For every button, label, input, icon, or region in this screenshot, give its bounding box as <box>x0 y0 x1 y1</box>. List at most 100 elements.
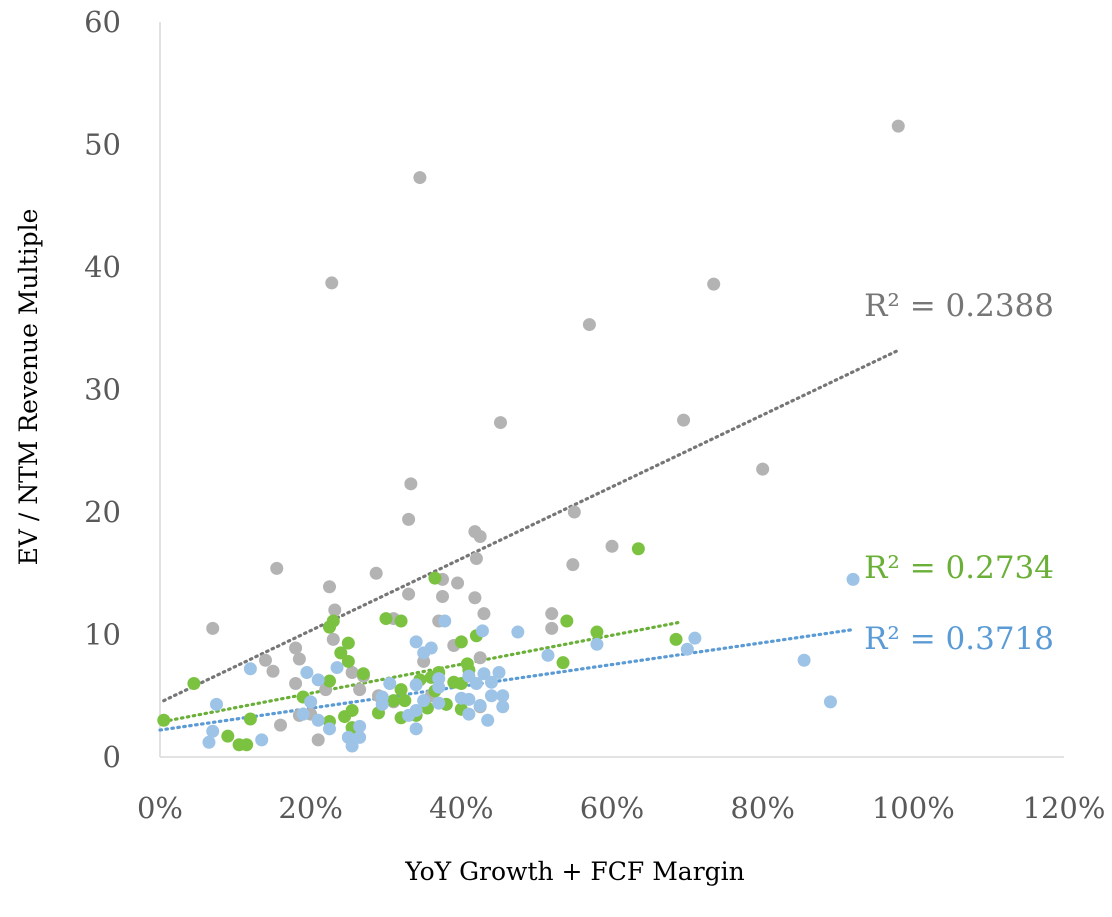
series-1-point <box>323 580 336 594</box>
series-2-point <box>243 712 257 726</box>
series-1-point <box>469 552 483 566</box>
axes <box>159 22 1064 758</box>
series-3-point <box>590 637 604 651</box>
series-1-point <box>289 641 303 655</box>
series-3-point <box>243 662 257 676</box>
y-tick-label: 60 <box>84 5 121 39</box>
r-squared-label-2: R² = 0.2734 <box>864 550 1054 586</box>
series-3-point <box>323 722 336 736</box>
trendline-3 <box>158 627 855 732</box>
series-3-point <box>823 695 837 709</box>
series-1-point <box>402 587 416 601</box>
series-1-point <box>413 171 427 185</box>
series-3-point <box>475 624 489 638</box>
series-3-point <box>417 694 431 708</box>
series-1-point <box>494 416 508 430</box>
series-2-point <box>394 683 408 697</box>
series-3-point <box>484 689 498 703</box>
series-3-point <box>846 572 860 586</box>
series-3-point <box>462 692 476 706</box>
series-2-point <box>556 656 570 670</box>
x-tick-label: 120% <box>1023 791 1106 825</box>
y-tick-label: 30 <box>84 373 121 407</box>
series-2-point <box>341 636 355 650</box>
series-2-point <box>398 694 412 708</box>
series-2-point <box>631 542 645 556</box>
series-1-point <box>477 607 491 621</box>
series-1-point <box>311 733 325 747</box>
series-1-point <box>274 718 288 732</box>
series-2-point <box>387 694 401 708</box>
series-3-point <box>345 739 359 753</box>
y-tick-label: 20 <box>84 495 121 529</box>
series-2-point <box>590 625 604 639</box>
series-1-point <box>402 512 416 526</box>
series-1-point <box>270 561 284 575</box>
series-2-point <box>454 635 468 649</box>
series-3-point <box>210 697 223 711</box>
series-1-point <box>707 277 721 291</box>
series-3-point <box>353 730 367 744</box>
series-2-point <box>560 614 574 628</box>
series-2-point <box>221 729 235 743</box>
series-3-point <box>680 642 694 656</box>
series-3-point <box>462 707 476 721</box>
series-1-point <box>567 505 581 519</box>
series-3-point <box>402 708 416 722</box>
series-1-point <box>582 318 596 332</box>
series-3-point <box>304 695 318 709</box>
series-3-point <box>477 667 491 681</box>
series-3-point <box>383 677 397 690</box>
series-3-point <box>496 700 510 714</box>
series-1-point <box>451 576 465 590</box>
x-tick-label: 100% <box>872 791 955 825</box>
y-tick-labels: 0 10 20 30 40 50 60 <box>84 5 121 774</box>
series-1-point <box>206 621 220 635</box>
x-tick-labels: 0% 20% 40% 60% 80% 100% 120% <box>137 791 1105 825</box>
x-tick-label: 20% <box>278 791 342 825</box>
series-3-point <box>469 677 483 690</box>
series-1-point <box>326 632 340 646</box>
series-2-point <box>394 614 408 628</box>
r-squared-labels: R² = 0.2388 R² = 0.2734 R² = 0.3718 <box>864 288 1054 657</box>
series-1-point <box>404 477 418 491</box>
series-3-point <box>409 722 423 736</box>
series-1-point <box>325 276 339 290</box>
series-1-point <box>677 413 691 427</box>
y-tick-label: 40 <box>84 250 121 284</box>
series-1-point <box>605 539 619 553</box>
x-axis-title: YoY Growth + FCF Margin <box>404 857 745 886</box>
series-3-point <box>202 735 216 749</box>
series-3-point <box>473 699 487 713</box>
y-axis-title: EV / NTM Revenue Multiple <box>14 209 43 566</box>
series-1-point <box>891 119 905 133</box>
series-3-point <box>481 713 495 727</box>
y-tick-label: 10 <box>84 618 121 652</box>
y-tick-label: 0 <box>103 740 121 774</box>
series-1-point <box>258 653 272 667</box>
series-2-point <box>356 667 370 681</box>
series-2-point <box>669 632 683 646</box>
series-1-point <box>756 462 770 476</box>
series-1-point <box>328 603 342 617</box>
series-1-point <box>566 558 580 572</box>
series-1-point <box>289 677 303 690</box>
series-2-point <box>379 612 393 626</box>
series-3-point <box>311 713 325 727</box>
series-3-point <box>541 648 555 662</box>
x-tick-label: 80% <box>730 791 794 825</box>
r-squared-label-1: R² = 0.2388 <box>864 288 1054 324</box>
series-1-point <box>468 591 482 605</box>
series-2-point <box>157 713 171 727</box>
series-2-point <box>341 654 355 668</box>
series-3-point <box>330 661 344 675</box>
series-3-point <box>432 696 446 710</box>
trendline-1 <box>162 348 900 703</box>
series-2-point <box>187 677 201 690</box>
series-1-point <box>266 664 280 678</box>
series-1-point <box>473 651 487 665</box>
series-1-point <box>369 566 383 580</box>
series-3-point <box>688 631 702 645</box>
x-tick-label: 0% <box>137 791 183 825</box>
